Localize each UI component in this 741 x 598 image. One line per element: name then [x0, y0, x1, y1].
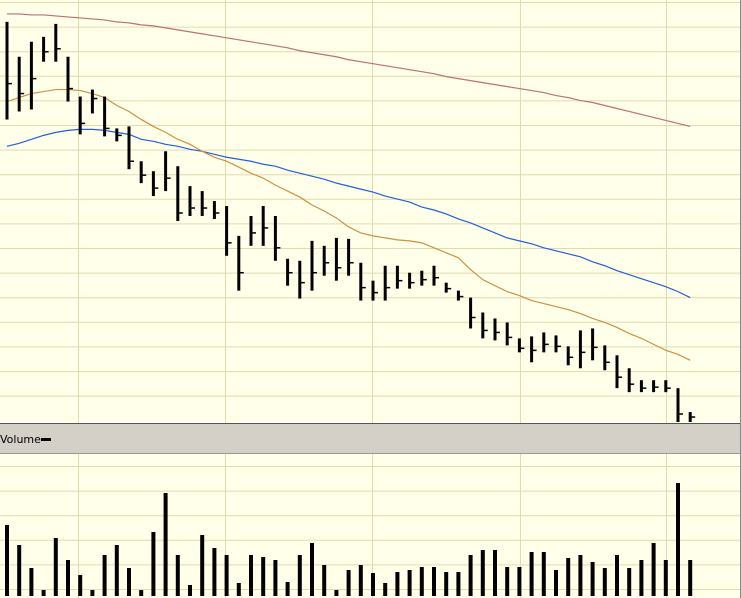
volume-bar: [224, 555, 229, 596]
volume-bar: [297, 555, 302, 596]
volume-bar: [17, 545, 22, 596]
volume-bar: [261, 557, 266, 596]
volume-bar: [395, 572, 400, 596]
volume-bar: [66, 560, 70, 596]
volume-bar: [566, 558, 571, 596]
volume-bar: [627, 568, 632, 596]
volume-bar: [188, 585, 192, 596]
volume-bar: [651, 543, 656, 596]
volume-bar: [407, 570, 412, 596]
volume-bar: [480, 550, 485, 596]
volume-bar: [102, 555, 107, 596]
moving-average-line: [6, 128, 691, 299]
volume-bar: [468, 555, 473, 596]
volume-bar: [663, 560, 668, 596]
volume-bar: [78, 575, 83, 596]
volume-bar: [139, 590, 144, 596]
volume-label: Volume: [0, 433, 41, 446]
volume-bar: [285, 582, 290, 596]
volume-bar: [322, 565, 327, 596]
volume-bar: [334, 590, 339, 596]
moving-average-line: [6, 88, 691, 361]
volume-bar: [249, 555, 253, 596]
volume-bar: [590, 562, 595, 596]
volume-bar: [236, 583, 241, 596]
volume-bar: [676, 483, 680, 596]
volume-bar: [505, 567, 510, 596]
volume-bar: [456, 572, 461, 596]
volume-bar: [273, 560, 278, 596]
volume-bar: [578, 555, 583, 596]
volume-bar: [41, 590, 46, 596]
volume-bar: [371, 573, 375, 596]
volume-bar: [90, 590, 95, 596]
volume-bar: [53, 538, 58, 596]
volume-bar: [383, 583, 388, 596]
volume-bar: [163, 493, 168, 596]
volume-legend-icon: [41, 438, 51, 441]
volume-bar: [444, 572, 449, 596]
volume-bar: [200, 535, 205, 596]
volume-bar: [639, 560, 644, 596]
volume-bar: [541, 552, 546, 596]
volume-bar: [5, 525, 9, 596]
volume-bar: [602, 568, 607, 596]
volume-bar: [151, 532, 156, 596]
volume-bar: [517, 567, 522, 596]
volume-bar: [114, 545, 119, 596]
volume-bar: [432, 567, 436, 596]
volume-bar: [529, 552, 534, 596]
volume-bar: [127, 568, 131, 596]
volume-bar: [358, 565, 363, 596]
volume-bar: [419, 567, 424, 596]
panel-separator: [0, 423, 741, 454]
moving-average-line: [7, 13, 691, 127]
volume-bar: [175, 555, 180, 596]
volume-bar: [310, 543, 314, 596]
volume-bar: [615, 555, 619, 596]
volume-bar: [212, 548, 217, 596]
volume-bar: [688, 560, 693, 596]
volume-bar: [493, 550, 497, 596]
volume-bar: [554, 570, 558, 596]
volume-bar: [29, 568, 34, 596]
volume-bar: [346, 570, 351, 596]
